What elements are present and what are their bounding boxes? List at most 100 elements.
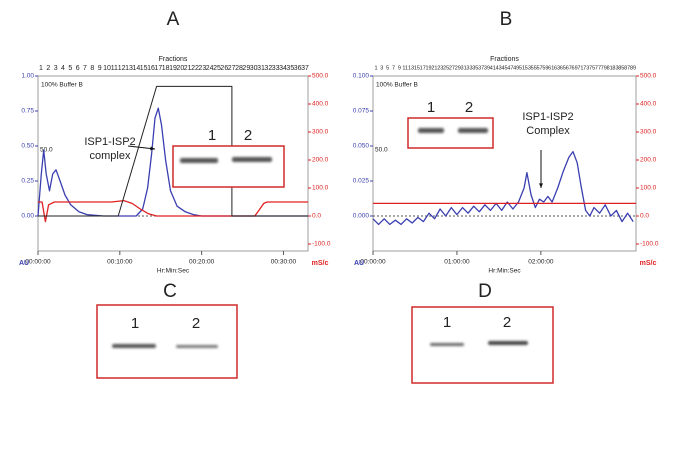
x-tick-label: 01:00:00 [444, 259, 470, 266]
x-tick-label: 00:30:00 [271, 259, 297, 266]
arrow-head [539, 183, 543, 188]
fraction-label: 2 [46, 65, 50, 72]
x-tick-label: 00:00:00 [360, 259, 386, 266]
fraction-label: 37 [301, 65, 309, 72]
y-tick-label: 0.25 [21, 178, 34, 185]
panel-letter: D [478, 281, 492, 302]
fraction-label: 9 [398, 65, 401, 71]
lane-label: 1 [131, 315, 139, 332]
fraction-label: 21 [431, 65, 437, 71]
fraction-label: 35 [286, 65, 294, 72]
annotation: complex [90, 150, 131, 162]
fraction-label: 45 [501, 65, 507, 71]
y2-tick-label: 500.0 [640, 73, 657, 80]
fraction-label: 87 [624, 65, 630, 71]
fraction-label: 77 [595, 65, 601, 71]
level-label: 50.0 [375, 147, 388, 154]
fraction-label: 81 [607, 65, 613, 71]
fraction-label: 59 [542, 65, 548, 71]
fraction-label: 37 [478, 65, 484, 71]
fraction-label: 57 [536, 65, 542, 71]
y2-tick-label: 100.0 [640, 185, 657, 192]
lane-label: 1 [443, 314, 451, 331]
band [430, 343, 464, 346]
y-tick-label: 0.025 [353, 178, 370, 185]
y-tick-label: 0.000 [353, 213, 370, 220]
fraction-label: 33 [272, 65, 280, 72]
y2-tick-label: 100.0 [312, 185, 329, 192]
y-axis-label: AU [354, 260, 364, 267]
fraction-label: 85 [618, 65, 624, 71]
fraction-label: 21 [184, 65, 192, 72]
plot-frame [37, 75, 309, 252]
fraction-label: 19 [426, 65, 432, 71]
band [418, 128, 444, 133]
lane-label: 2 [244, 127, 252, 144]
x-tick-label: 00:00:00 [25, 259, 51, 266]
y-tick-label: 0.50 [21, 143, 34, 150]
fraction-label: 14 [132, 65, 140, 72]
fraction-label: 3 [380, 65, 383, 71]
y2-axis-label: mS/c [640, 260, 657, 267]
fraction-label: 23 [437, 65, 443, 71]
fraction-label: 63 [554, 65, 560, 71]
buffer-label: 100% Buffer B [376, 82, 418, 89]
plot-frame [372, 75, 637, 252]
panel-letter: B [500, 9, 513, 30]
fraction-label: 31 [461, 65, 467, 71]
fraction-label: 51 [519, 65, 525, 71]
lane-label: 1 [427, 99, 435, 116]
fraction-label: 4 [61, 65, 65, 72]
x-axis-label: Hr:Min:Sec [488, 268, 521, 275]
fraction-label: 26 [220, 65, 228, 72]
fraction-label: 20 [176, 65, 184, 72]
fraction-label: 17 [420, 65, 426, 71]
fraction-label: 89 [630, 65, 636, 71]
fraction-label: 8 [90, 65, 94, 72]
band [458, 128, 488, 133]
y2-tick-label: 200.0 [312, 157, 329, 164]
fraction-label: 43 [496, 65, 502, 71]
fraction-label: 12 [118, 65, 126, 72]
fraction-label: 71 [577, 65, 583, 71]
panel-letter: A [167, 9, 180, 30]
fraction-label: 79 [601, 65, 607, 71]
panel-letter: C [163, 281, 177, 302]
fraction-label: 13 [125, 65, 133, 72]
data-line [37, 107, 308, 217]
fraction-label: 73 [583, 65, 589, 71]
y2-tick-label: 200.0 [640, 157, 657, 164]
y2-tick-label: -100.0 [640, 241, 659, 248]
fraction-label: 1 [374, 65, 377, 71]
fraction-label: 6 [76, 65, 80, 72]
y-tick-label: 0.075 [353, 108, 370, 115]
y2-tick-label: 500.0 [312, 73, 329, 80]
band [488, 341, 528, 345]
fractions-title: Fractions [490, 56, 519, 63]
y2-tick-label: 400.0 [312, 101, 329, 108]
data-line [372, 150, 634, 226]
fraction-label: 9 [98, 65, 102, 72]
fraction-label: 11 [111, 65, 118, 72]
fraction-label: 39 [484, 65, 490, 71]
fraction-label: 27 [449, 65, 455, 71]
fraction-label: 24 [206, 65, 214, 72]
fraction-label: 22 [191, 65, 199, 72]
annotation: ISP1-ISP2 [84, 136, 135, 148]
y2-tick-label: 300.0 [312, 129, 329, 136]
lane-label: 1 [208, 127, 216, 144]
fraction-label: 28 [235, 65, 243, 72]
data-line [38, 199, 308, 223]
fraction-label: 15 [414, 65, 420, 71]
fraction-label: 17 [154, 65, 162, 72]
data-line [38, 85, 308, 217]
fraction-label: 13 [408, 65, 414, 71]
fraction-label: 49 [513, 65, 519, 71]
blot-panel: D 1 2 [411, 281, 554, 384]
fraction-label: 47 [507, 65, 513, 71]
fraction-label: 55 [531, 65, 537, 71]
buffer-label: 100% Buffer B [41, 82, 83, 89]
band [180, 158, 218, 163]
